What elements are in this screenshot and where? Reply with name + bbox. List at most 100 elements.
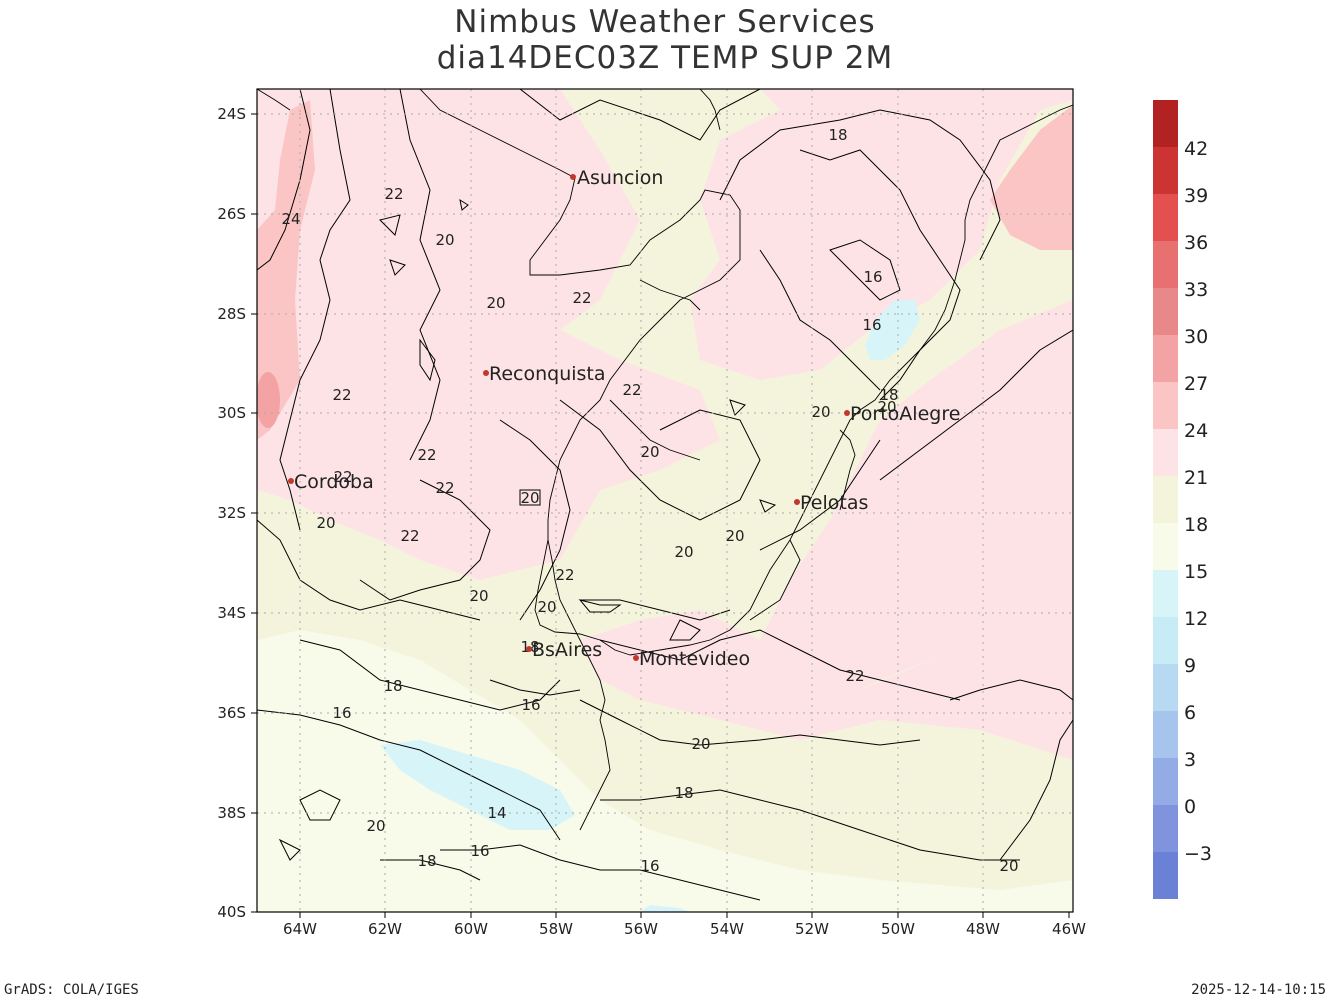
colorbar-swatch <box>1153 805 1178 852</box>
lat-tick-label: 34S <box>217 604 246 622</box>
contour-label: 22 <box>845 667 864 685</box>
colorbar-swatch <box>1153 523 1178 570</box>
lon-tick-label: 48W <box>966 920 1000 938</box>
contour-label: 20 <box>640 443 659 461</box>
colorbar-swatch <box>1153 476 1178 523</box>
city-dot-montevideo <box>633 655 639 661</box>
lat-tick-label: 36S <box>217 704 246 722</box>
city-label-reconquista: Reconquista <box>489 363 606 385</box>
lon-tick-label: 62W <box>368 920 402 938</box>
contour-label: 16 <box>863 268 882 286</box>
colorbar-swatch <box>1153 382 1178 429</box>
city-dot-cordoba <box>288 478 294 484</box>
contour-label: 20 <box>435 231 454 249</box>
contour-label: 20 <box>877 398 896 416</box>
lat-tick-label: 28S <box>217 305 246 323</box>
contour-label: 20 <box>520 489 539 507</box>
contour-label: 20 <box>999 857 1018 875</box>
colorbar-label: 12 <box>1184 608 1208 630</box>
contour-label: 16 <box>640 857 659 875</box>
contour-label: 20 <box>811 403 830 421</box>
contour-label: 14 <box>487 804 506 822</box>
contour-label: 22 <box>572 289 591 307</box>
city-label-cordoba: Cordoba <box>294 471 374 493</box>
lon-tick-label: 54W <box>710 920 744 938</box>
city-dot-portoalegre <box>844 410 850 416</box>
contour-label: 18 <box>417 852 436 870</box>
city-label-portoalegre: PortoAlegre <box>850 403 960 425</box>
city-dot-bsaires <box>526 646 532 652</box>
colorbar-swatch <box>1153 570 1178 617</box>
contour-lines <box>257 89 1073 901</box>
colorbar-label: 24 <box>1184 420 1208 442</box>
city-dot-asuncion <box>570 174 576 180</box>
contour-label: 20 <box>486 294 505 312</box>
colorbar-label: 6 <box>1184 702 1196 724</box>
contour-label: 22 <box>622 381 641 399</box>
map-subtitle: dia14DEC03Z TEMP SUP 2M <box>436 40 894 76</box>
colorbar-label: 30 <box>1184 326 1208 348</box>
contour-label: 20 <box>537 598 556 616</box>
tick-marks <box>251 113 1070 918</box>
city-label-asuncion: Asuncion <box>577 167 663 189</box>
colorbar-swatch <box>1153 617 1178 664</box>
colorbar-swatch <box>1153 758 1178 805</box>
contour-value-labels: 18 22 24 20 20 22 16 16 22 22 18 20 20 2… <box>281 126 1018 875</box>
city-label-bsaires: BsAires <box>532 639 602 661</box>
contour-label: 18 <box>674 784 693 802</box>
contour-label: 22 <box>333 468 352 486</box>
lat-tick-label: 38S <box>217 804 246 822</box>
geographic-lines <box>257 89 1073 831</box>
contour-label: 18 <box>828 126 847 144</box>
colorbar-swatch <box>1153 100 1178 147</box>
lon-tick-label: 50W <box>881 920 915 938</box>
contour-label: 24 <box>281 210 300 228</box>
colorbar-swatch <box>1153 711 1178 758</box>
contour-label: 20 <box>725 527 744 545</box>
colorbar-label: 9 <box>1184 655 1196 677</box>
contour-label: 20 <box>674 543 693 561</box>
colorbar-swatch <box>1153 429 1178 476</box>
contour-label: 22 <box>332 386 351 404</box>
colorbar-labels: 42 39 36 33 30 27 24 21 18 15 12 9 6 3 0… <box>1184 138 1212 865</box>
contour-label: 20 <box>366 817 385 835</box>
map-title: Nimbus Weather Services <box>454 4 876 40</box>
contour-label: 16 <box>521 696 540 714</box>
contour-label: 22 <box>417 446 436 464</box>
city-label-pelotas: Pelotas <box>800 492 868 514</box>
contour-label: 20 <box>691 735 710 753</box>
contour-label: 18 <box>383 677 402 695</box>
colorbar-label: 42 <box>1184 138 1208 160</box>
contour-label: 22 <box>435 479 454 497</box>
contour-label: 16 <box>332 704 351 722</box>
contour-label: 18 <box>879 386 898 404</box>
contour-label: 20 <box>469 587 488 605</box>
lat-tick-label: 40S <box>217 903 246 921</box>
city-label-montevideo: Montevideo <box>639 648 750 670</box>
contour-label: 16 <box>470 842 489 860</box>
lon-tick-label: 58W <box>539 920 573 938</box>
plot-frame <box>256 88 1074 913</box>
colorbar-label: 15 <box>1184 561 1208 583</box>
contour-label: 22 <box>400 527 419 545</box>
axis-labels: 24S 26S 28S 30S 32S 34S 36S 38S 40S 64W … <box>217 105 1086 938</box>
colorbar-swatch <box>1153 852 1178 899</box>
colorbar-label: 18 <box>1184 514 1208 536</box>
lat-tick-label: 24S <box>217 105 246 123</box>
footer-credit: GrADS: COLA/IGES <box>4 982 139 998</box>
lon-tick-label: 52W <box>795 920 829 938</box>
colorbar-label: 3 <box>1184 749 1196 771</box>
lat-tick-label: 26S <box>217 205 246 223</box>
colorbar-label: 36 <box>1184 232 1208 254</box>
contour-label: 22 <box>384 185 403 203</box>
colorbar-swatch <box>1153 664 1178 711</box>
colorbar-label: 0 <box>1184 796 1196 818</box>
temperature-field <box>257 89 1073 912</box>
colorbar-label: 33 <box>1184 279 1208 301</box>
colorbar-swatch <box>1153 194 1178 241</box>
city-markers: Asuncion Reconquista Cordoba PortoAlegre… <box>288 167 960 670</box>
grid-lines <box>257 89 1073 912</box>
colorbar-label: 21 <box>1184 467 1208 489</box>
lat-tick-label: 30S <box>217 404 246 422</box>
